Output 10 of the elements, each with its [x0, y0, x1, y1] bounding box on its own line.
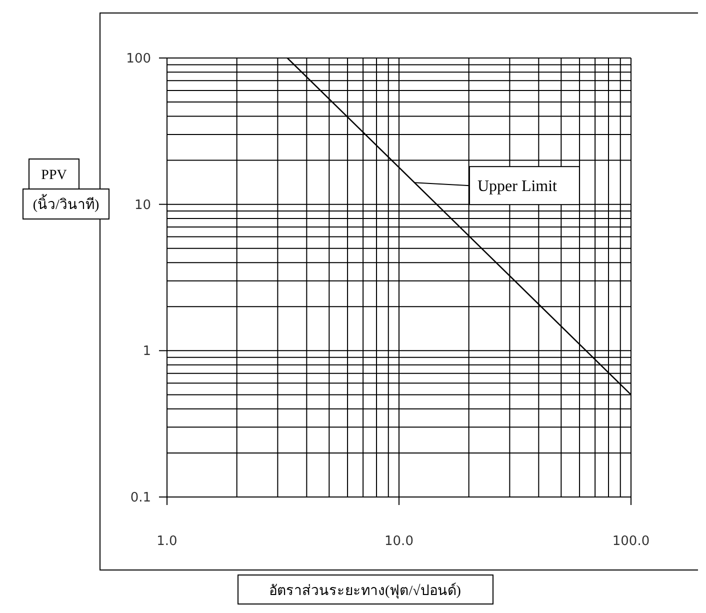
y-tick-label: 0.1	[130, 490, 151, 506]
y-tick-label: 10	[134, 198, 151, 213]
annotation: Upper Limit	[477, 178, 558, 196]
y-axis-title: PPV (นิ้ว/วินาที)	[32, 168, 100, 213]
x-tick-label: 1.0	[156, 534, 178, 549]
x-tick-label: 10.0	[384, 534, 414, 549]
x-tick-label: 100.0	[612, 534, 650, 549]
y-tick-label: 100	[126, 52, 151, 67]
x-axis-title: อัตราส่วนระยะทาง(ฟุต/√ปอนด์)	[269, 582, 462, 599]
y-tick-label: 1	[142, 344, 151, 360]
